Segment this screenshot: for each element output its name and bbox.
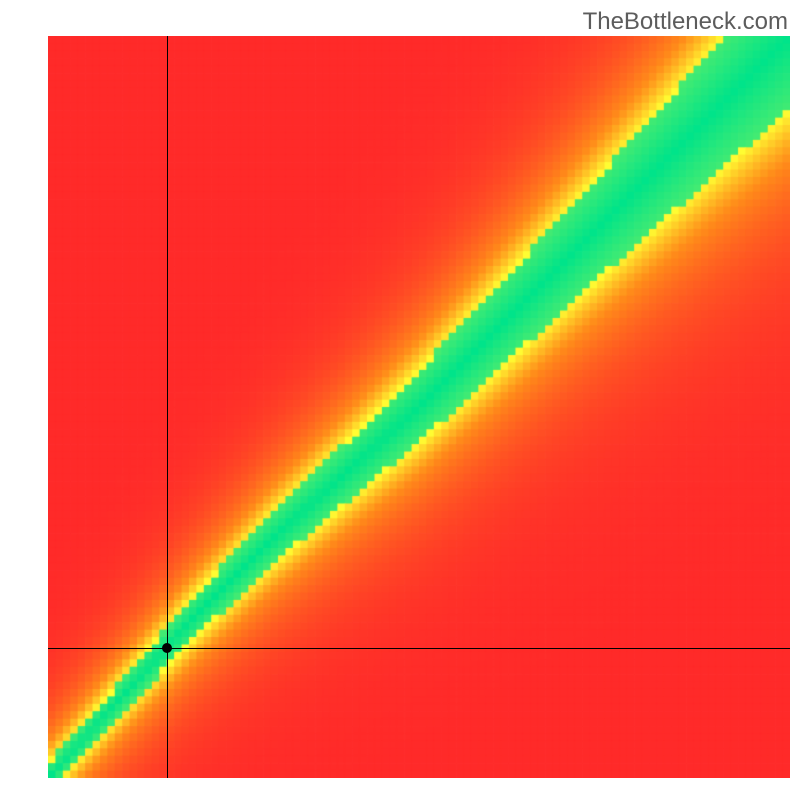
heatmap-canvas: [48, 36, 790, 778]
crosshair-vertical: [167, 36, 168, 778]
chart-container: TheBottleneck.com: [0, 0, 800, 800]
crosshair-marker: [162, 643, 172, 653]
crosshair-horizontal: [48, 648, 790, 649]
watermark-text: TheBottleneck.com: [583, 8, 788, 36]
